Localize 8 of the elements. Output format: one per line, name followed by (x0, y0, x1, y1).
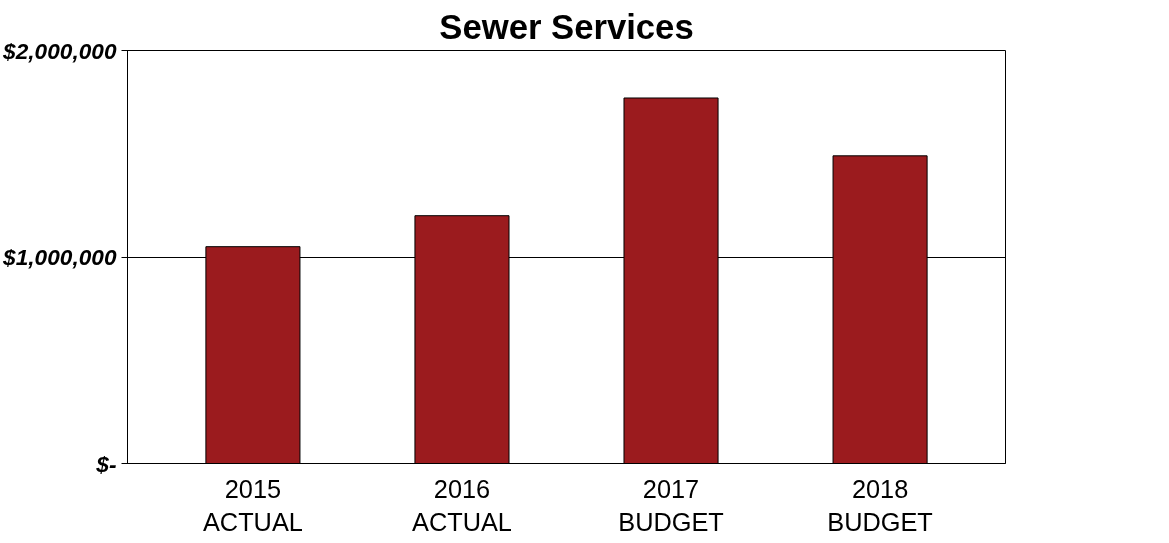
chart-title: Sewer Services (439, 7, 694, 46)
x-tick-label: 2017 BUDGET (618, 474, 724, 537)
y-tick-label: $1,000,000 (2, 244, 117, 270)
y-tick-label: $2,000,000 (2, 37, 117, 64)
x-tick-label: 2016 ACTUAL (412, 474, 512, 537)
y-tick-label: $- (95, 450, 117, 477)
x-tick-label: 2015 ACTUAL (202, 474, 303, 537)
x-tick-label: 2018 BUDGET (827, 474, 933, 537)
